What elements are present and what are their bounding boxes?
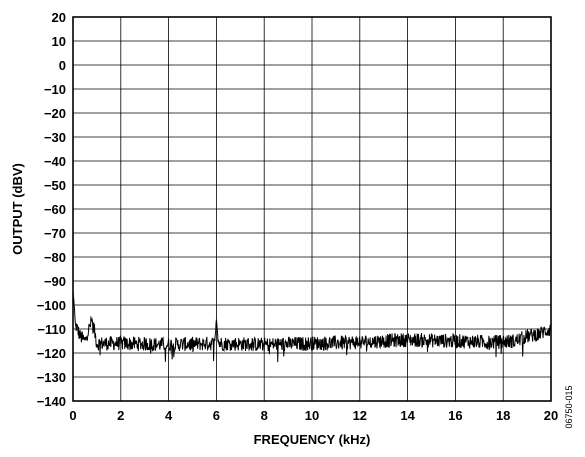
x-tick-label: 12 [353, 408, 367, 423]
plot-frame [72, 16, 552, 402]
x-tick-label: 8 [261, 408, 268, 423]
trace-layer [72, 290, 552, 363]
y-tick-labels: 20 10 0 −10 −20 −30 −40 −50 −60 −70 −80 −90 −100 −110… [37, 10, 66, 409]
x-tick-label: 18 [496, 408, 510, 423]
y-tick-label: −130 [37, 370, 66, 385]
y-tick-label: −40 [44, 154, 66, 169]
y-tick-label: 10 [52, 34, 66, 49]
x-tick-label: 16 [448, 408, 462, 423]
x-tick-label: 6 [213, 408, 220, 423]
y-tick-label: −80 [44, 250, 66, 265]
x-tick-label: 14 [400, 408, 415, 423]
x-tick-label: 20 [544, 408, 558, 423]
y-tick-label: −70 [44, 226, 66, 241]
x-tick-label: 2 [117, 408, 124, 423]
figure-id: 06750-015 [564, 385, 574, 428]
x-tick-label: 4 [165, 408, 173, 423]
y-tick-label: 0 [59, 58, 66, 73]
y-tick-label: −20 [44, 106, 66, 121]
y-tick-label: −120 [37, 346, 66, 361]
y-axis-label: OUTPUT (dBV) [10, 163, 25, 255]
y-tick-label: −30 [44, 130, 66, 145]
x-tick-label: 10 [305, 408, 319, 423]
y-tick-label: −140 [37, 394, 66, 409]
x-tick-labels: 0 2 4 6 8 10 12 14 16 18 20 [69, 408, 558, 423]
x-axis-label: FREQUENCY (kHz) [254, 432, 371, 447]
y-tick-label: −60 [44, 202, 66, 217]
y-tick-label: −110 [37, 322, 66, 337]
y-tick-label: 20 [52, 10, 66, 25]
output-trace [72, 290, 552, 363]
x-tick-label: 0 [69, 408, 76, 423]
y-tick-label: −100 [37, 298, 66, 313]
y-tick-label: −10 [44, 82, 66, 97]
y-tick-label: −50 [44, 178, 66, 193]
y-tick-label: −90 [44, 274, 66, 289]
